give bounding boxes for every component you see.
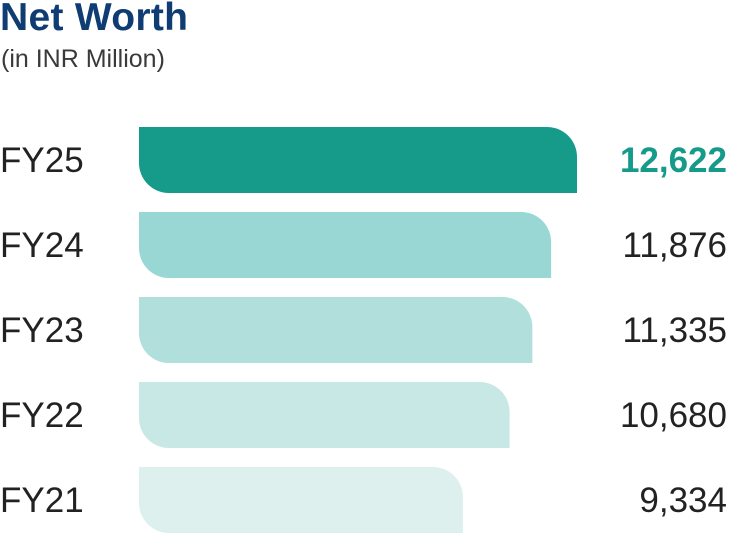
chart-subtitle: (in INR Million) [1, 45, 165, 73]
bar-fy25 [139, 127, 577, 193]
bar-fy24 [139, 212, 552, 278]
category-label-fy22: FY22 [0, 396, 84, 435]
bar-fy22 [139, 382, 510, 448]
category-label-fy25: FY25 [0, 141, 84, 180]
bar-fy23 [139, 297, 533, 363]
value-label-fy23: 11,335 [623, 311, 727, 350]
category-label-fy24: FY24 [0, 226, 84, 265]
value-label-fy21: 9,334 [639, 481, 727, 520]
chart-title: Net Worth [0, 0, 189, 39]
category-label-fy21: FY21 [0, 481, 84, 520]
value-label-fy24: 11,876 [623, 226, 727, 265]
value-label-fy25: 12,622 [620, 141, 727, 180]
value-label-fy22: 10,680 [620, 396, 727, 435]
category-label-fy23: FY23 [0, 311, 84, 350]
bar-fy21 [139, 467, 463, 533]
